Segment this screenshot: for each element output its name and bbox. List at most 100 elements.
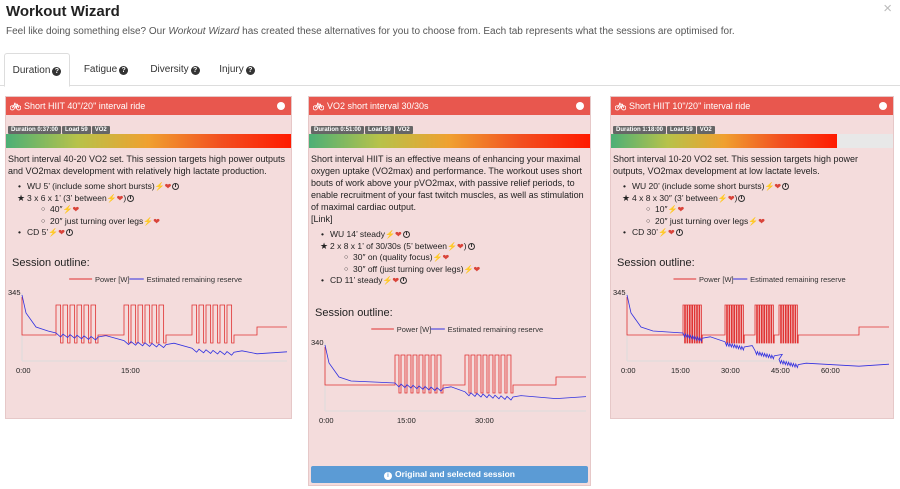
select-radio[interactable] [277, 102, 285, 110]
card-header: Short HIIT 40"/20" interval ride [6, 97, 291, 115]
sub-step-list: 30″ on (quality focus)⚡❤30″ off (just tu… [330, 252, 590, 275]
intensity-bar-fill [6, 134, 291, 148]
bolt-icon: ⚡ [384, 230, 395, 239]
select-radio[interactable] [576, 102, 584, 110]
clock-icon [402, 231, 410, 238]
clock-icon [172, 183, 180, 190]
session-outline-chart: Power [W] Estimated remaining reserve 345 0… [8, 275, 288, 375]
bolt-icon: ⚡ [106, 193, 117, 203]
heart-icon: ❤ [153, 216, 160, 226]
heart-icon: ❤ [457, 241, 464, 251]
question-icon: ? [119, 66, 129, 75]
bolt-icon: ⚡ [447, 241, 457, 251]
session-card-3[interactable]: Short HIIT 10"/20" interval ride Duratio… [610, 96, 894, 419]
clock-icon [65, 229, 73, 236]
button-label: Original and selected session [395, 469, 515, 479]
y-max-label: 345 [8, 288, 21, 297]
select-radio[interactable] [879, 102, 887, 110]
bolt-icon: ⚡ [667, 205, 678, 214]
intensity-bar [309, 134, 590, 148]
clock-icon [675, 229, 683, 236]
legend-reserve-label: Estimated remaining reserve [147, 275, 242, 284]
bolt-icon: ⚡ [382, 276, 393, 285]
card-header: VO2 short interval 30/30s [309, 97, 590, 115]
sub-step-list: 40″⚡❤20″ just turning over legs⚡❤ [27, 204, 291, 227]
session-outline-chart: Power [W] Estimated remaining reserve 340 0… [311, 325, 587, 425]
x-tick-label: 15:00 [397, 416, 416, 425]
subtitle-pre: Feel like doing something else? Our [6, 26, 169, 37]
question-icon: ? [52, 67, 62, 76]
x-tick-label: 15:00 [121, 366, 140, 375]
step-list: WU 5’ (include some short bursts)⚡❤3 x 6… [6, 181, 291, 239]
legend-power-label: Power [W] [95, 275, 130, 284]
step-item: WU 5’ (include some short bursts)⚡❤ [18, 181, 291, 193]
step-item: 4 x 8 x 30″ (3’ between⚡❤)10″⚡❤20″ just … [622, 192, 893, 228]
step-text: 10″ [655, 204, 668, 214]
bike-icon [10, 102, 21, 111]
card-header: Short HIIT 10"/20" interval ride [611, 97, 893, 115]
card-description: Short interval 40-20 VO2 set. This sessi… [8, 154, 285, 176]
bolt-icon: ⚡ [143, 216, 154, 226]
bolt-icon: ⚡ [748, 216, 759, 226]
power-series-line [324, 346, 586, 393]
session-card-2[interactable]: VO2 short interval 30/30s Duration 0:51:… [308, 96, 591, 486]
link[interactable]: [Link] [311, 214, 333, 224]
x-tick-label: 0:00 [16, 366, 31, 375]
duration-badge: Duration 0:51:00 [311, 126, 365, 134]
bolt-icon: ⚡ [764, 182, 775, 191]
outline-title: Session outline: [315, 306, 393, 319]
heart-icon: ❤ [727, 193, 735, 203]
step-text: 40″ [50, 204, 63, 214]
x-tick-label: 0:00 [319, 416, 334, 425]
tab-label: Fatigue [83, 64, 118, 75]
reserve-series-line [21, 294, 288, 356]
heart-icon: ❤ [442, 253, 450, 262]
step-item: 2 x 8 x 1’ of 30/30s (5’ between⚡❤)30″ o… [320, 241, 590, 276]
step-text: CD 5’ [27, 227, 49, 237]
tab-fatigue[interactable]: Fatigue? [76, 53, 136, 86]
close-icon[interactable]: × [883, 0, 892, 17]
bolt-icon: ⚡ [62, 205, 73, 214]
clock-icon [782, 183, 790, 190]
tab-diversity[interactable]: Diversity? [142, 53, 208, 86]
step-item: CD 30’⚡❤ [623, 227, 893, 239]
intensity-bar-fill [309, 134, 590, 148]
reserve-series-line [324, 344, 587, 401]
heart-icon: ❤ [774, 182, 782, 191]
type-badge: VO2 [394, 126, 413, 134]
clock-icon [738, 194, 746, 202]
heart-icon: ❤ [758, 216, 765, 226]
tab-duration[interactable]: Duration? [4, 53, 70, 87]
load-badge: Load 59 [365, 126, 394, 134]
tab-label: Duration [12, 65, 51, 76]
step-text: CD 11’ steady [330, 275, 383, 285]
session-outline-chart: Power [W] Estimated remaining reserve 345 0… [613, 275, 890, 375]
outline-title: Session outline: [12, 256, 90, 269]
original-session-button[interactable]: i Original and selected session [311, 466, 588, 483]
heart-icon: ❤ [677, 205, 685, 214]
intensity-bar [611, 134, 893, 148]
badge-row: Duration 0:37:00 Load 59 VO2 [6, 115, 291, 134]
step-text: WU 14’ steady [330, 229, 385, 239]
step-item: 30″ on (quality focus)⚡❤ [344, 252, 590, 264]
heart-icon: ❤ [116, 193, 124, 203]
step-close-paren: ) [734, 192, 738, 203]
power-series-line [626, 296, 889, 343]
card-description: Short interval 10-20 VO2 set. This sessi… [613, 154, 858, 176]
tab-injury[interactable]: Injury? [212, 53, 262, 86]
heart-icon: ❤ [473, 264, 481, 274]
x-tick-label: 45:00 [771, 366, 790, 375]
step-item: 10″⚡❤ [646, 204, 893, 216]
step-text: 20″ just turning over legs [655, 215, 749, 226]
step-item: 3 x 6 x 1’ (3’ between⚡❤)40″⚡❤20″ just t… [17, 193, 291, 228]
question-icon: ? [190, 66, 200, 75]
reserve-series-line [626, 294, 890, 369]
load-badge: Load 59 [62, 126, 91, 134]
chart-legend: Power [W] Estimated remaining reserve [673, 275, 846, 284]
heart-icon: ❤ [394, 230, 402, 239]
session-card-1[interactable]: Short HIIT 40"/20" interval ride Duratio… [5, 96, 292, 419]
step-text: WU 5’ (include some short bursts) [27, 181, 155, 191]
clock-icon [127, 194, 135, 202]
chart-legend: Power [W] Estimated remaining reserve [371, 325, 543, 334]
step-item: 20″ just turning over legs⚡❤ [41, 216, 291, 228]
